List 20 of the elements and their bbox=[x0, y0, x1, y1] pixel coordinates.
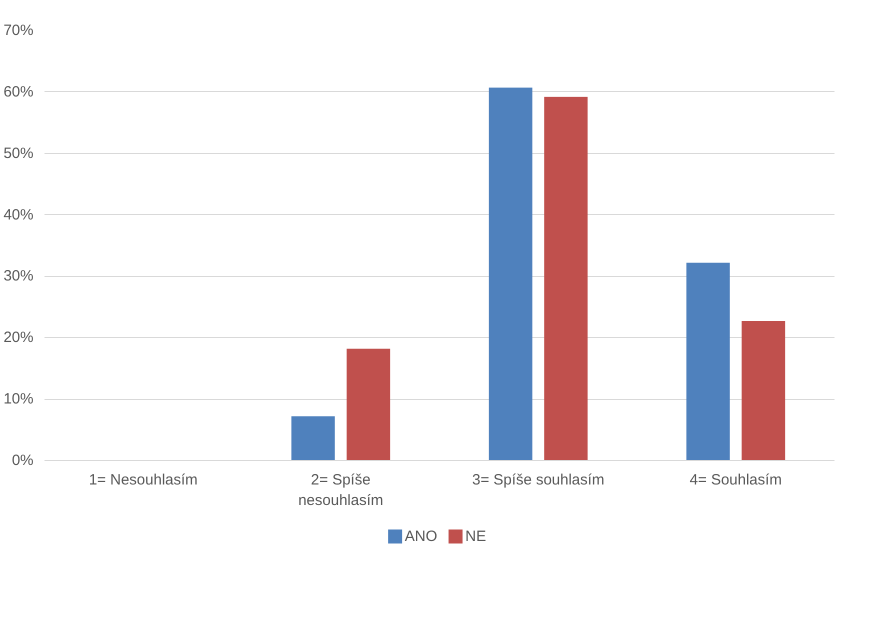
y-tick-label: 0% bbox=[12, 452, 34, 469]
y-tick-label: 20% bbox=[3, 329, 34, 346]
x-tick-label: 2= Spíše nesouhlasím bbox=[298, 472, 384, 509]
bar bbox=[686, 262, 730, 460]
bar bbox=[742, 321, 786, 460]
y-tick-label: 70% bbox=[3, 22, 34, 39]
bar bbox=[346, 348, 390, 460]
y-tick-label: 30% bbox=[3, 268, 34, 285]
y-tick-label: 50% bbox=[3, 144, 34, 162]
x-tick-label: 4= Souhlasím bbox=[690, 472, 782, 488]
x-tick-label: 3= Spíše souhlasím bbox=[472, 472, 604, 488]
y-tick-label: 40% bbox=[3, 206, 34, 224]
y-tick-label: 10% bbox=[3, 390, 34, 408]
y-tick-label: 60% bbox=[3, 83, 34, 100]
legend-label: NE bbox=[465, 528, 486, 545]
x-tick-label: 1= Nesouhlasím bbox=[88, 472, 198, 488]
bar bbox=[291, 416, 335, 460]
bar bbox=[488, 88, 532, 460]
bar bbox=[544, 96, 588, 460]
legend-label: ANO bbox=[404, 528, 438, 545]
